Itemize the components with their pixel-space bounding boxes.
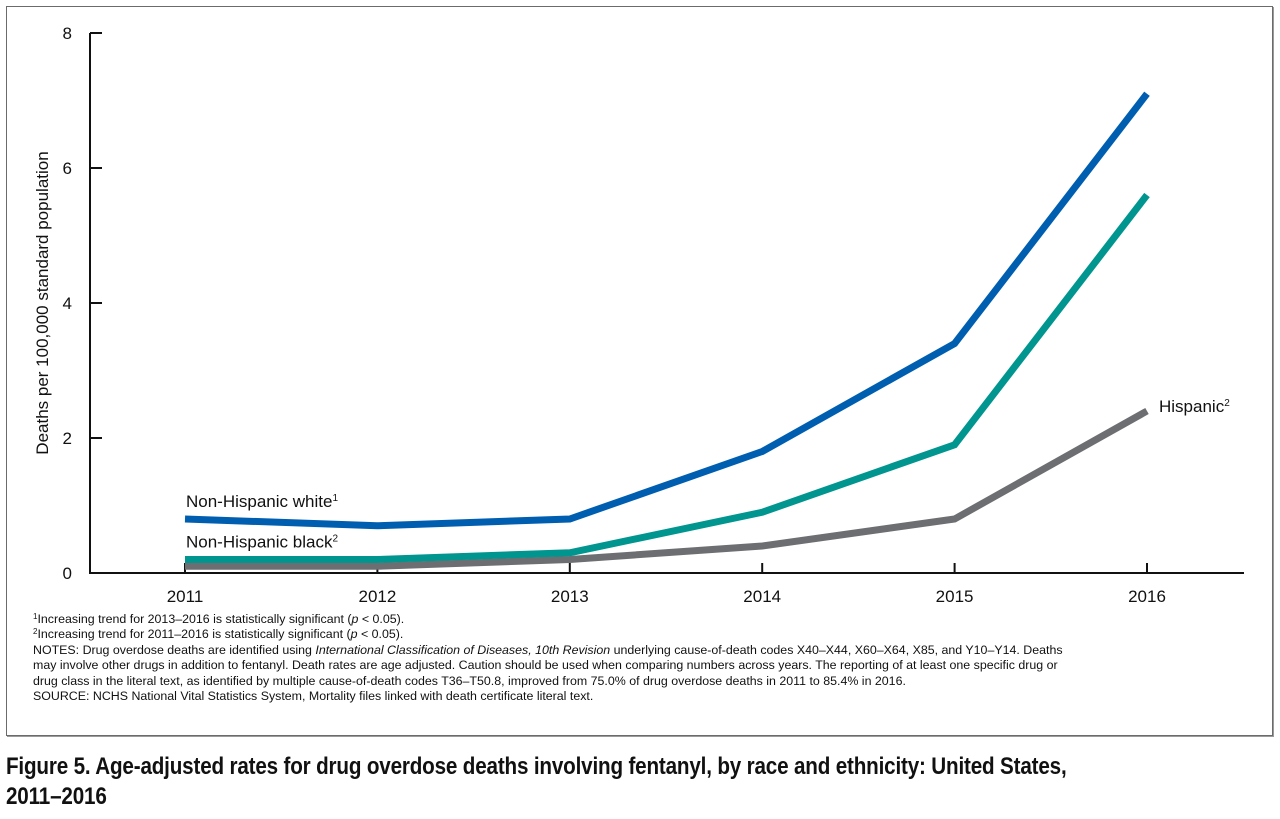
series-line-non-hispanic-white — [184, 91, 1150, 530]
y-tick-label: 6 — [63, 159, 72, 178]
series-label-name: Non-Hispanic black — [186, 533, 333, 552]
notes-line-3: drug class in the literal text, as ident… — [33, 673, 906, 688]
series-label: Non-Hispanic white1 — [186, 492, 338, 511]
y-tick-label: 4 — [63, 294, 72, 313]
footnote-1: 1Increasing trend for 2013–2016 is stati… — [33, 612, 405, 626]
series-label-name: Hispanic — [1159, 397, 1225, 416]
series-label-footnote: 1 — [332, 493, 338, 504]
notes-line-1: NOTES: Drug overdose deaths are identifi… — [33, 642, 1063, 657]
series-line-non-hispanic-black — [185, 192, 1150, 563]
footnote-2: 2Increasing trend for 2011–2016 is stati… — [33, 627, 404, 642]
notes-line-2: may involve other drugs in addition to f… — [33, 658, 1058, 673]
x-tick-label: 2011 — [167, 587, 204, 606]
x-tick-label: 2014 — [743, 587, 781, 606]
series-label-footnote: 2 — [1224, 398, 1230, 409]
x-tick-label: 2015 — [936, 587, 974, 606]
series-lines — [184, 91, 1150, 570]
axes: 0 2 4 6 8 2011 2012 2013 2014 2015 2016 — [63, 24, 1244, 606]
figure-caption: Figure 5. Age-adjusted rates for drug ov… — [6, 753, 1067, 810]
line-chart: 0 2 4 6 8 2011 2012 2013 2014 2015 2016 Non-Hispan… — [33, 24, 1244, 606]
figure-notes: 1Increasing trend for 2013–2016 is stati… — [33, 612, 1253, 704]
figure-frame — [6, 6, 1273, 736]
x-tick-label: 2016 — [1128, 587, 1166, 606]
series-label: Hispanic2 — [1159, 397, 1230, 416]
series-label-footnote: 2 — [332, 534, 338, 545]
y-tick-label: 2 — [63, 429, 72, 448]
y-tick-label: 8 — [63, 24, 72, 43]
series-line-hispanic — [185, 407, 1149, 570]
x-tick-label: 2013 — [551, 587, 589, 606]
x-tick-label: 2012 — [358, 587, 396, 606]
series-label: Non-Hispanic black2 — [186, 533, 338, 552]
source-line: SOURCE: NCHS National Vital Statistics S… — [33, 689, 594, 704]
y-tick-label: 0 — [63, 564, 72, 583]
series-label-name: Non-Hispanic white — [186, 492, 332, 511]
y-axis-title: Deaths per 100,000 standard population — [33, 151, 52, 454]
